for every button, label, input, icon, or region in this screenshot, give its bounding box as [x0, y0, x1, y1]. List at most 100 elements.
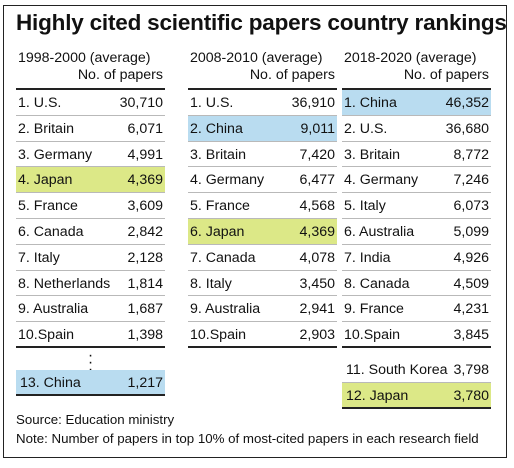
paper-count: 6,477: [299, 172, 335, 189]
table-row: 3. Germany 4,991: [16, 142, 165, 168]
top-rule: [342, 88, 491, 90]
table-row: 6. Japan 4,369: [188, 218, 337, 245]
paper-count: 4,231: [453, 301, 489, 318]
country-name: 4. Germany: [344, 172, 419, 189]
country-name: 8. Canada: [344, 275, 410, 292]
column-header: 1998-2000 (average) No. of papers: [16, 50, 165, 88]
paper-count: 4,369: [299, 223, 335, 240]
table-row: 7. Canada 4,078: [188, 245, 337, 271]
country-name: 1. U.S.: [18, 95, 62, 111]
paper-count: 2,842: [127, 223, 163, 240]
paper-count: 46,352: [445, 95, 489, 111]
top-rule: [16, 88, 165, 90]
paper-count: 3,798: [453, 361, 489, 378]
ranking-column-1998-2000: 1998-2000 (average) No. of papers 1. U.S…: [16, 50, 165, 396]
column-header: 2008-2010 (average) No. of papers: [188, 50, 337, 88]
paper-count: 3,845: [453, 327, 489, 344]
table-row: 13. China 1,217: [16, 369, 165, 396]
table-row: 6. Australia 5,099: [342, 219, 491, 245]
paper-count: 6,071: [127, 120, 163, 137]
country-name: 3. Germany: [18, 146, 93, 163]
paper-count: 2,941: [299, 301, 335, 318]
table-row: 10.Spain 3,845: [342, 322, 491, 348]
table-row: 10.Spain 2,903: [188, 322, 337, 348]
paper-count: 30,710: [119, 95, 163, 111]
table-row: 2. U.S. 36,680: [342, 116, 491, 142]
country-name: 1. China: [344, 95, 397, 111]
ranking-column-2018-2020: 2018-2020 (average) No. of papers 1. Chi…: [342, 50, 491, 409]
table-row: 7. India 4,926: [342, 245, 491, 271]
country-name: 6. Japan: [190, 223, 245, 240]
table-row: 10.Spain 1,398: [16, 322, 165, 348]
country-name: 7. Italy: [18, 249, 60, 266]
table-row: 9. Australia 2,941: [188, 296, 337, 323]
paper-count: 2,128: [127, 249, 163, 266]
country-name: 9. Australia: [190, 301, 261, 318]
country-name: 7. Canada: [190, 249, 256, 266]
country-name: 9. France: [344, 301, 404, 318]
top-rule: [188, 88, 337, 90]
page-title: Highly cited scientific papers country r…: [16, 10, 507, 35]
paper-count: 9,011: [300, 120, 335, 137]
table-row: 5. France 4,568: [188, 193, 337, 219]
table-row: 11. South Korea 3,798: [342, 357, 491, 383]
table-row: 12. Japan 3,780: [342, 382, 491, 409]
table-row: 6. Canada 2,842: [16, 219, 165, 245]
table-row: 1. U.S. 30,710: [16, 90, 165, 116]
table-row: 8. Netherlands 1,814: [16, 271, 165, 297]
ranking-column-2008-2010: 2008-2010 (average) No. of papers 1. U.S…: [188, 50, 337, 348]
methodology-note: Note: Number of papers in top 10% of mos…: [16, 431, 479, 446]
paper-count: 36,680: [445, 120, 489, 137]
table-row: 3. Britain 8,772: [342, 142, 491, 168]
table-row: 2. China 9,011: [188, 115, 337, 142]
paper-count: 4,926: [453, 249, 489, 266]
table-row: 1. U.S. 36,910: [188, 90, 337, 116]
paper-count: 6,073: [453, 198, 489, 215]
country-name: 5. France: [18, 198, 78, 215]
country-name: 6. Australia: [344, 223, 415, 240]
period-label: 2008-2010 (average): [190, 50, 323, 66]
table-row: 5. France 3,609: [16, 193, 165, 219]
country-name: 6. Canada: [18, 223, 84, 240]
table-row: 3. Britain 7,420: [188, 142, 337, 168]
country-name: 5. Italy: [344, 198, 386, 215]
paper-count: 3,609: [127, 198, 163, 215]
paper-count: 7,246: [453, 172, 489, 189]
infographic-frame: [3, 5, 507, 458]
column-header: 2018-2020 (average) No. of papers: [342, 50, 491, 88]
country-name: 11. South Korea: [346, 361, 448, 378]
country-name: 12. Japan: [346, 387, 409, 404]
paper-count: 8,772: [453, 146, 489, 163]
footer-notes: Source: Education ministry Note: Number …: [16, 410, 479, 448]
period-label: 2018-2020 (average): [344, 50, 477, 66]
papers-label: No. of papers: [249, 67, 335, 83]
table-row: 8. Canada 4,509: [342, 271, 491, 297]
country-name: 5. France: [190, 198, 250, 215]
paper-count: 1,398: [127, 327, 163, 344]
table-row: 2. Britain 6,071: [16, 116, 165, 142]
country-name: 2. China: [190, 120, 243, 137]
paper-count: 36,910: [291, 95, 335, 111]
country-name: 2. U.S.: [344, 120, 388, 137]
country-name: 10.Spain: [190, 327, 247, 344]
source-note: Source: Education ministry: [16, 412, 175, 427]
country-name: 4. Japan: [18, 172, 73, 189]
papers-label: No. of papers: [77, 67, 163, 83]
paper-count: 1,217: [127, 374, 163, 391]
papers-label: No. of papers: [403, 67, 489, 83]
table-row: 9. France 4,231: [342, 296, 491, 323]
country-name: 13. China: [20, 374, 81, 391]
paper-count: 3,450: [299, 275, 335, 292]
country-name: 3. Britain: [344, 146, 400, 163]
paper-count: 4,568: [299, 198, 335, 215]
period-label: 1998-2000 (average): [18, 50, 151, 66]
paper-count: 4,078: [299, 249, 335, 266]
paper-count: 5,099: [453, 223, 489, 240]
country-name: 9. Australia: [18, 301, 89, 318]
paper-count: 7,420: [299, 146, 335, 163]
paper-count: 4,991: [127, 146, 163, 163]
table-row: 8. Italy 3,450: [188, 271, 337, 297]
table-row: 4. Germany 6,477: [188, 167, 337, 194]
country-name: 10.Spain: [18, 327, 75, 344]
country-name: 10.Spain: [344, 327, 401, 344]
